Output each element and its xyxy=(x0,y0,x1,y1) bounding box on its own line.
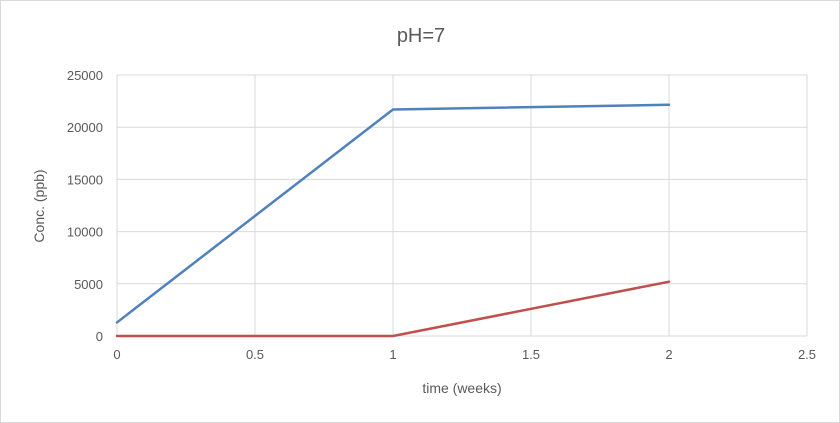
y-axis-ticks: 0 5000 10000 15000 20000 25000 xyxy=(67,68,103,344)
x-tick-label: 2 xyxy=(665,347,672,362)
y-tick-label: 0 xyxy=(96,329,103,344)
x-axis-ticks: 0 0.5 1 1.5 2 2.5 xyxy=(113,347,816,362)
y-tick-label: 15000 xyxy=(67,172,103,187)
x-tick-label: 0.5 xyxy=(246,347,264,362)
series-line-1 xyxy=(115,103,671,324)
x-tick-label: 2.5 xyxy=(798,347,816,362)
x-tick-label: 1.5 xyxy=(522,347,540,362)
y-axis-title: Conc. (ppb) xyxy=(31,169,47,242)
chart-title: pH=7 xyxy=(397,25,445,47)
y-tick-label: 5000 xyxy=(74,277,103,292)
x-axis-title: time (weeks) xyxy=(422,380,501,396)
y-tick-label: 20000 xyxy=(67,120,103,135)
series-line-2 xyxy=(115,280,671,338)
y-tick-label: 25000 xyxy=(67,68,103,83)
gridlines xyxy=(116,74,808,337)
x-tick-label: 0 xyxy=(113,347,120,362)
series-lines xyxy=(115,103,671,338)
y-tick-label: 10000 xyxy=(67,225,103,240)
x-tick-label: 1 xyxy=(389,347,396,362)
